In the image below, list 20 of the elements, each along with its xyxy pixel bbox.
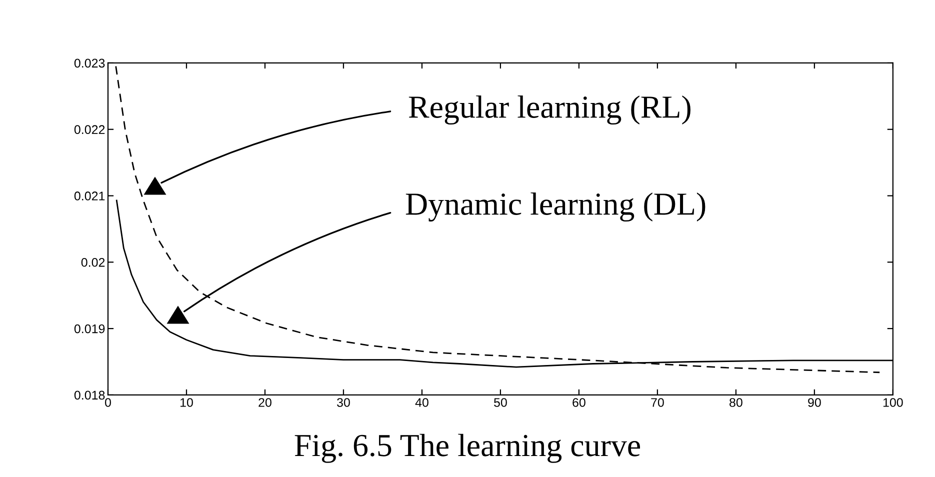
- x-tick-label: 10: [180, 398, 193, 407]
- x-tick-label: 50: [494, 398, 507, 407]
- y-tick-label: 0.023: [74, 58, 105, 68]
- x-tick-label: 20: [258, 398, 272, 407]
- y-tick-label: 0.018: [74, 390, 105, 400]
- x-tick-label: 60: [572, 398, 586, 407]
- x-tick-label: 80: [730, 398, 742, 407]
- annotation: Regular learning (RL): [408, 95, 690, 125]
- x-tick-label: 70: [651, 398, 664, 407]
- annotation: Dynamic learning (DL): [406, 192, 706, 222]
- y-tick-label: 0.022: [74, 125, 105, 134]
- x-tick-label: 30: [337, 398, 350, 407]
- x-tick-label: 90: [808, 398, 821, 407]
- y-tick-label: 0.019: [74, 324, 105, 334]
- x-tick-label: 40: [415, 398, 428, 407]
- x-tick-label: 0: [105, 398, 111, 407]
- x-tick-label: 100: [883, 398, 903, 407]
- y-tick-label: 0.021: [74, 192, 105, 200]
- y-tick-label: 0.02: [81, 258, 105, 267]
- caption: Fig. 6.5 The learning curve: [294, 434, 640, 463]
